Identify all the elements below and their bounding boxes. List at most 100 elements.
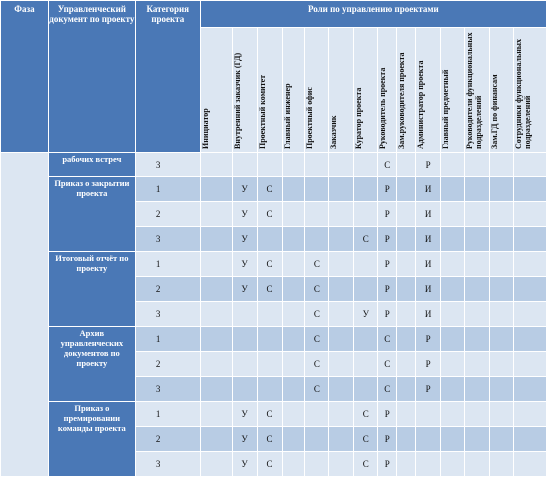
role-cell: Р (415, 326, 442, 352)
role-cell (328, 201, 355, 227)
role-cell (199, 226, 233, 252)
role-cell (512, 176, 547, 202)
role-cell: С (377, 326, 398, 352)
category-cell: 2 (134, 426, 201, 452)
document-name: Архив управленческих документов по проек… (60, 328, 124, 368)
role-cell (396, 376, 417, 402)
role-cell (489, 152, 514, 177)
role-cell (512, 451, 547, 477)
role-cell (281, 351, 306, 377)
role-cell: С (353, 426, 379, 452)
role-header-label: Заказчик (329, 115, 339, 150)
role-cell (328, 426, 355, 452)
role-header-3: Главный инженер (281, 27, 306, 153)
role-cell (440, 451, 466, 477)
document-cell: Приказ о закрытии проекта (47, 176, 136, 252)
role-cell (199, 276, 233, 302)
role-cell (489, 251, 514, 277)
role-cell (328, 326, 355, 352)
role-cell (353, 351, 379, 377)
category-cell: 1 (134, 326, 201, 352)
document-name: Итоговый отчёт по проекту (55, 253, 129, 273)
role-cell (440, 301, 466, 327)
role-cell: С (304, 326, 330, 352)
role-cell (512, 152, 547, 177)
role-cell (353, 152, 379, 177)
role-cell (396, 152, 417, 177)
role-cell (304, 201, 330, 227)
role-cell (464, 276, 490, 302)
role-cell: У (353, 301, 379, 327)
role-cell (440, 276, 466, 302)
role-cell (512, 376, 547, 402)
role-cell (396, 201, 417, 227)
category-cell: 1 (134, 251, 201, 277)
role-cell: Р (377, 276, 398, 302)
role-cell (256, 152, 283, 177)
role-cell (353, 176, 379, 202)
role-cell (328, 451, 355, 477)
role-header-5: Заказчик (328, 27, 355, 153)
role-cell (396, 176, 417, 202)
role-cell (199, 301, 233, 327)
role-cell (199, 176, 233, 202)
category-cell: 1 (134, 176, 201, 202)
role-header-1: Внутренний заказчик (ГД) (231, 27, 258, 153)
role-cell (512, 426, 547, 452)
header-row-roles: Инициатор Внутренний заказчик (ГД) Проектн… (1, 27, 547, 153)
role-cell: И (415, 226, 442, 252)
role-cell (396, 251, 417, 277)
role-cell (464, 201, 490, 227)
role-cell (281, 426, 306, 452)
role-cell (489, 201, 514, 227)
role-cell (256, 326, 283, 352)
role-cell (464, 451, 490, 477)
role-cell (489, 426, 514, 452)
role-header-label: Администратор проекта (416, 60, 426, 149)
role-cell (396, 401, 417, 427)
role-cell (440, 426, 466, 452)
header-row-top: Фаза Управленческий документ по проекту … (0, 0, 547, 153)
role-cell: И (415, 251, 442, 277)
role-cell: У (231, 276, 258, 302)
role-cell: С (304, 251, 330, 277)
table-row: рабочих встреч 3 С Р (0, 152, 547, 477)
header-roles-group: Роли по управлению проектами (199, 0, 547, 28)
role-cell: С (304, 276, 330, 302)
role-cell (304, 401, 330, 427)
category-cell: 2 (134, 276, 201, 302)
role-cell (199, 201, 233, 227)
role-header-label: Главный предметный (441, 69, 451, 149)
role-cell (199, 351, 233, 377)
category-cell: 3 (134, 376, 201, 402)
role-cell (304, 176, 330, 202)
role-cell: С (353, 451, 379, 477)
phase-cell (0, 152, 49, 477)
role-cell (464, 376, 490, 402)
role-cell (328, 276, 355, 302)
role-cell (489, 276, 514, 302)
role-cell (231, 152, 258, 177)
role-cell (512, 351, 547, 377)
category-cell: 2 (134, 351, 201, 377)
role-cell (328, 401, 355, 427)
table-row: Архив управленческих документов по проек… (1, 326, 547, 402)
role-header-6: Куратор проекта (353, 27, 379, 153)
role-cell: У (231, 251, 258, 277)
role-cell (512, 301, 547, 327)
role-cell: С (256, 426, 283, 452)
role-cell (464, 351, 490, 377)
role-cell (464, 251, 490, 277)
role-header-label: Зам.ГД по финансам (490, 74, 499, 149)
role-cell (489, 226, 514, 252)
role-cell: С (256, 201, 283, 227)
role-header-10: Главный предметный (440, 27, 466, 153)
role-cell (512, 401, 547, 427)
role-cell: С (256, 251, 283, 277)
header-phase: Фаза (0, 0, 49, 153)
role-cell: С (304, 376, 330, 402)
